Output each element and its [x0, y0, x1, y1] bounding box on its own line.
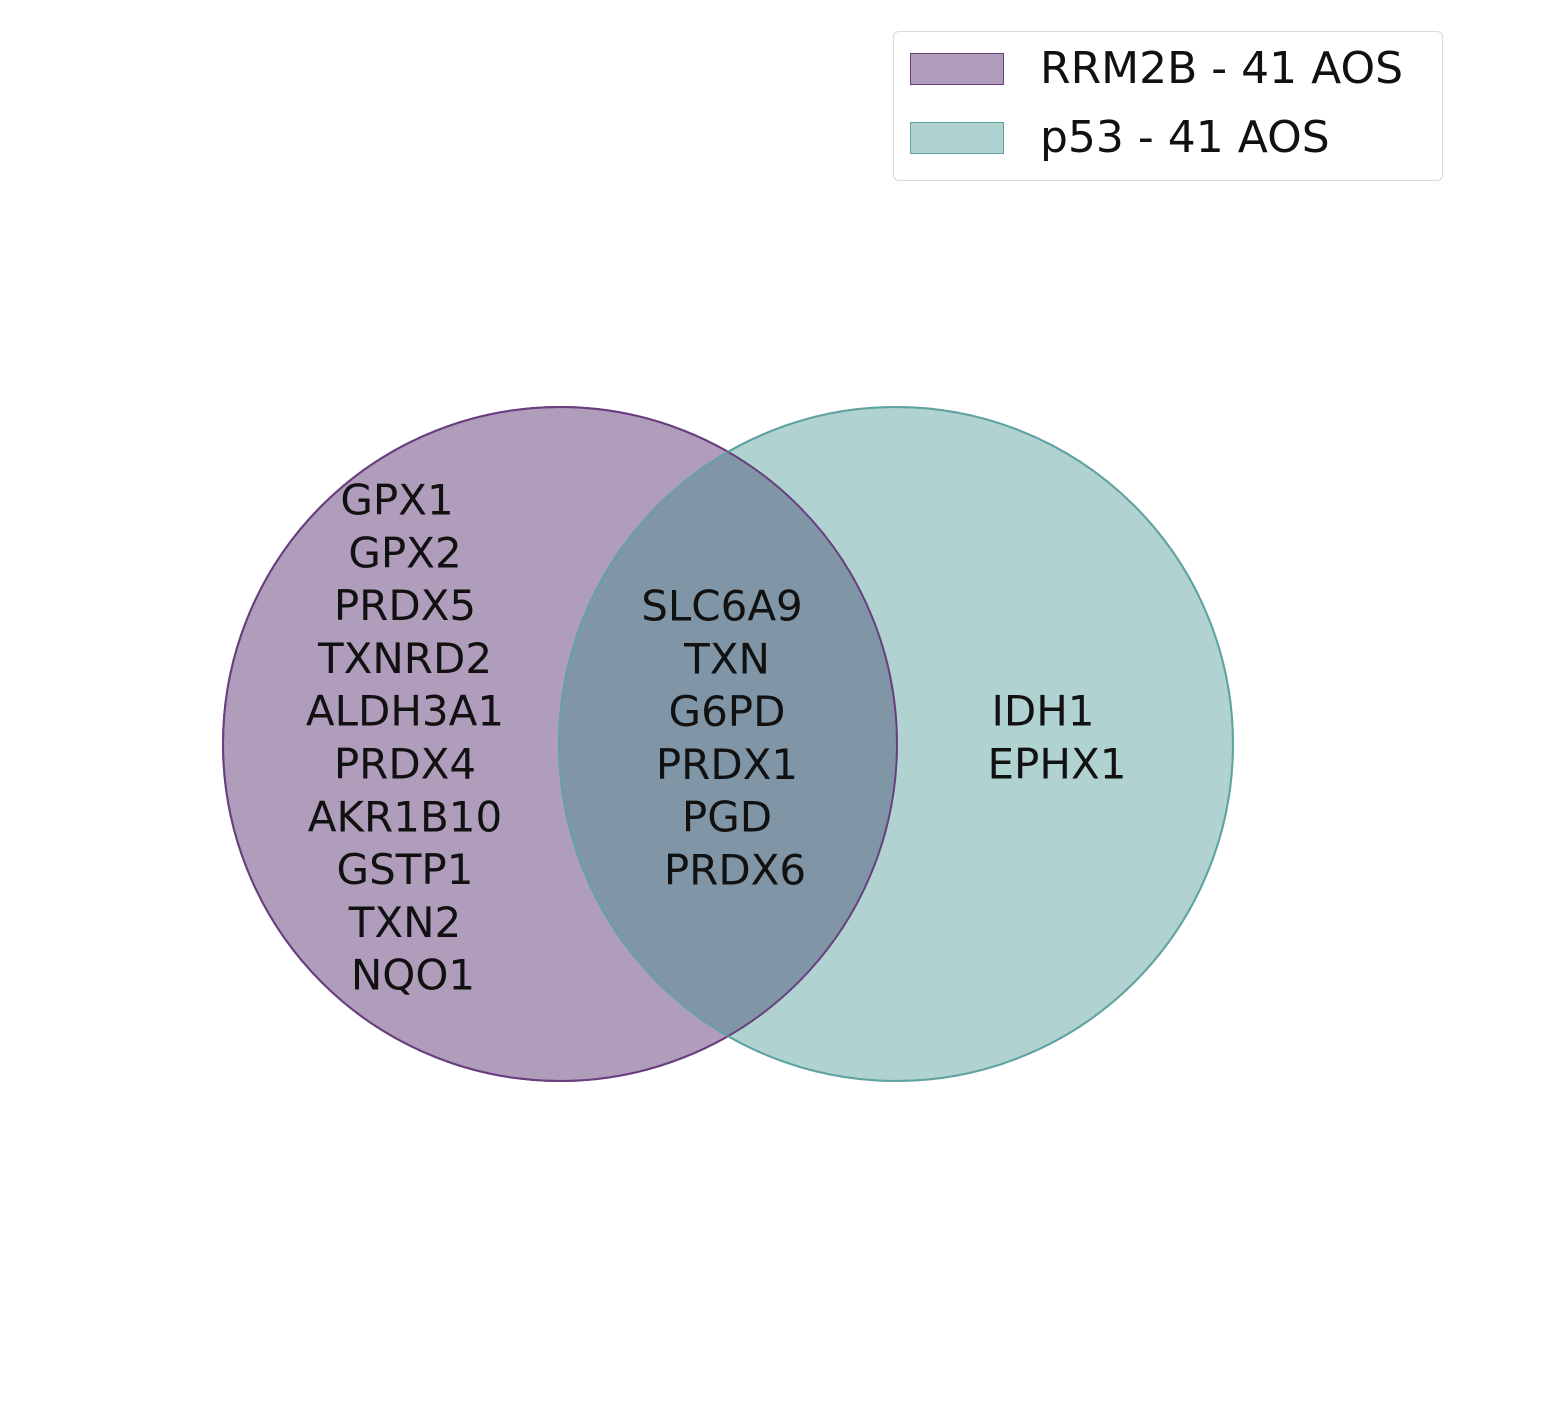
gene-label-prdx6: PRDX6 [664, 846, 806, 895]
gene-label-idh1: IDH1 [991, 687, 1094, 736]
gene-label-gpx1: GPX1 [340, 476, 453, 525]
gene-label-gpx2: GPX2 [348, 528, 461, 577]
rrm2b-only-genes: GPX1GPX2PRDX5TXNRD2ALDH3A1PRDX4AKR1B10GS… [306, 476, 504, 1000]
p53-set-outline [558, 406, 1234, 1082]
legend-label-rrm2b: RRM2B - 41 AOS [1040, 43, 1403, 94]
legend-label-p53: p53 - 41 AOS [1040, 112, 1330, 163]
legend-swatch-p53 [910, 122, 1004, 154]
rrm2b-set-outline [222, 406, 898, 1082]
legend-item-p53: p53 - 41 AOS [910, 112, 1330, 163]
gene-label-prdx5: PRDX5 [334, 581, 476, 630]
gene-label-txnrd2: TXNRD2 [317, 634, 492, 683]
gene-label-gstp1: GSTP1 [337, 845, 474, 894]
gene-label-pgd: PGD [682, 793, 772, 842]
gene-label-prdx4: PRDX4 [334, 740, 476, 789]
gene-label-aldh3a1: ALDH3A1 [306, 687, 504, 736]
gene-label-g6pd: G6PD [669, 687, 786, 736]
gene-label-prdx1: PRDX1 [656, 740, 798, 789]
gene-label-txn: TXN [683, 634, 770, 683]
legend-swatch-rrm2b [910, 53, 1004, 85]
gene-label-slc6a9: SLC6A9 [641, 582, 803, 631]
gene-label-ephx1: EPHX1 [988, 739, 1127, 788]
gene-label-txn2: TXN2 [348, 898, 462, 947]
gene-label-akr1b10: AKR1B10 [308, 792, 502, 841]
legend: RRM2B - 41 AOS p53 - 41 AOS [893, 31, 1443, 181]
gene-label-nqo1: NQO1 [351, 951, 475, 1000]
legend-item-rrm2b: RRM2B - 41 AOS [910, 43, 1403, 94]
